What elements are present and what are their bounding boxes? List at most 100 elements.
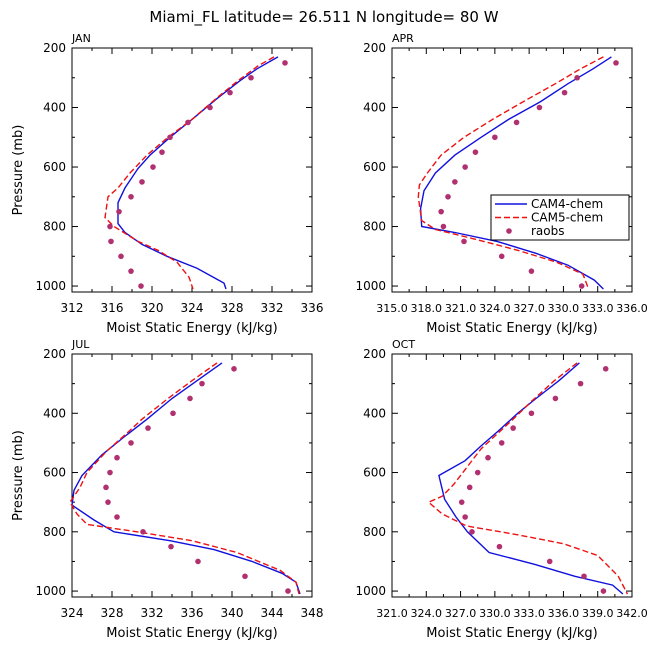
y-tick-label: 800: [43, 220, 66, 234]
x-tick-label: 342.0: [616, 607, 648, 620]
series-raobs-point: [105, 499, 111, 505]
series-raobs-point: [114, 454, 120, 461]
x-tick-label: 336: [301, 301, 324, 315]
y-tick-label: 800: [363, 525, 386, 539]
series-cam5-chem-line: [69, 362, 300, 595]
series-raobs-point: [581, 573, 587, 580]
y-tick-label: 600: [43, 466, 66, 480]
series-raobs-point: [116, 208, 122, 215]
x-tick-label: 320: [141, 301, 164, 315]
panel-oct: OCT 321.0 324.0 327.0 330.0 333.0 336.0 339.0 34…: [355, 338, 647, 641]
series-raobs-point: [600, 588, 607, 594]
series-raobs-point: [578, 283, 585, 289]
series-raobs-point: [561, 89, 568, 96]
series-raobs-point: [474, 469, 481, 476]
series-raobs-point: [485, 454, 491, 461]
series-raobs-point: [466, 484, 473, 491]
x-tick-label: 336.0: [616, 302, 648, 315]
series-raobs-point: [574, 74, 580, 81]
series-raobs-point: [128, 268, 134, 274]
series-raobs-point: [242, 573, 248, 580]
series-raobs-point: [108, 238, 114, 245]
series-raobs-point: [461, 238, 467, 245]
series-raobs-point: [282, 60, 288, 66]
x-axis-label: Moist Static Energy (kJ/kg): [426, 321, 597, 336]
panel-jul: JUL 324 328 332 336 340 344 348 200 400 600 800 1000…: [11, 338, 323, 641]
series-raobs-point: [128, 440, 134, 446]
x-tick-label: 336.0: [548, 607, 580, 620]
series-raobs-point: [546, 558, 553, 565]
series-raobs-point: [185, 119, 191, 126]
series-raobs-point: [602, 366, 609, 372]
series-raobs-point: [170, 410, 176, 417]
series-raobs-point: [552, 395, 559, 402]
series-raobs-point: [128, 193, 134, 200]
x-tick-label: 316: [101, 301, 124, 315]
x-tick-label: 324.0: [411, 607, 443, 620]
series-raobs-point: [513, 119, 520, 126]
x-tick-label: 340: [221, 606, 244, 620]
y-tick-label: 1000: [355, 279, 386, 293]
series-raobs-point: [150, 164, 156, 170]
figure-title: Miami_FL latitude= 26.511 N longitude= 8…: [149, 8, 498, 27]
series-cam4-chem-line: [71, 362, 301, 595]
series-raobs-point: [231, 366, 237, 372]
y-tick-label: 200: [43, 41, 66, 55]
y-axis-label: Pressure (mb): [11, 430, 26, 521]
series-raobs-point: [462, 164, 468, 170]
series-raobs-point: [528, 410, 535, 417]
series-raobs-point: [103, 484, 109, 491]
series-raobs-point: [107, 223, 113, 230]
series-cam4-chem-line: [117, 56, 279, 290]
y-tick-label: 800: [363, 220, 386, 234]
legend-label: CAM4-chem: [531, 197, 603, 211]
series-raobs-point: [248, 74, 254, 81]
legend-box: [490, 194, 630, 241]
series-raobs-point: [445, 193, 451, 200]
x-tick-label: 344: [261, 606, 284, 620]
x-tick-label: 321.0: [376, 607, 408, 620]
x-tick-label: 327.0: [513, 302, 545, 315]
y-tick-label: 800: [43, 525, 66, 539]
series-raobs-point: [199, 380, 205, 387]
y-tick-label: 1000: [35, 279, 66, 293]
series-cam4-chem-line: [419, 56, 612, 290]
series-raobs-point: [462, 514, 468, 520]
series-raobs-point: [139, 179, 145, 185]
legend-label: CAM5-chem: [531, 211, 603, 225]
panel-label: APR: [392, 32, 414, 45]
y-axis-label: Pressure (mb): [11, 125, 26, 216]
series-raobs-point: [510, 425, 516, 431]
y-tick-label: 1000: [355, 584, 386, 598]
series-raobs-point: [114, 514, 120, 520]
y-tick-label: 400: [43, 406, 66, 420]
x-tick-label: 332: [261, 301, 284, 315]
series-raobs-point: [159, 149, 165, 155]
y-tick-label: 400: [43, 101, 66, 115]
series-raobs-point: [195, 558, 201, 565]
series-raobs-point: [498, 440, 505, 446]
series-raobs-point: [107, 469, 113, 476]
y-tick-label: 200: [363, 347, 386, 361]
x-tick-label: 333.0: [513, 607, 545, 620]
legend-label: raobs: [531, 224, 565, 238]
x-axis-label: Moist Static Energy (kJ/kg): [106, 321, 277, 336]
x-tick-label: 328: [101, 606, 124, 620]
series-raobs-point: [528, 268, 535, 274]
x-tick-label: 327.0: [445, 607, 477, 620]
plot-frame: [71, 47, 313, 293]
x-tick-label: 336: [181, 606, 204, 620]
x-tick-label: 318.0: [411, 302, 443, 315]
series-raobs-point: [498, 253, 505, 260]
x-tick-label: 324: [181, 301, 204, 315]
x-tick-label: 333.0: [582, 302, 614, 315]
series-raobs-point: [168, 543, 174, 550]
x-tick-label: 328: [221, 301, 244, 315]
series-raobs-point: [438, 208, 444, 215]
series-cam5-chem-line: [417, 56, 604, 290]
series-raobs-point: [536, 104, 543, 111]
x-tick-label: 330.0: [479, 607, 511, 620]
series-raobs-point: [452, 179, 458, 185]
y-tick-label: 600: [363, 160, 386, 174]
